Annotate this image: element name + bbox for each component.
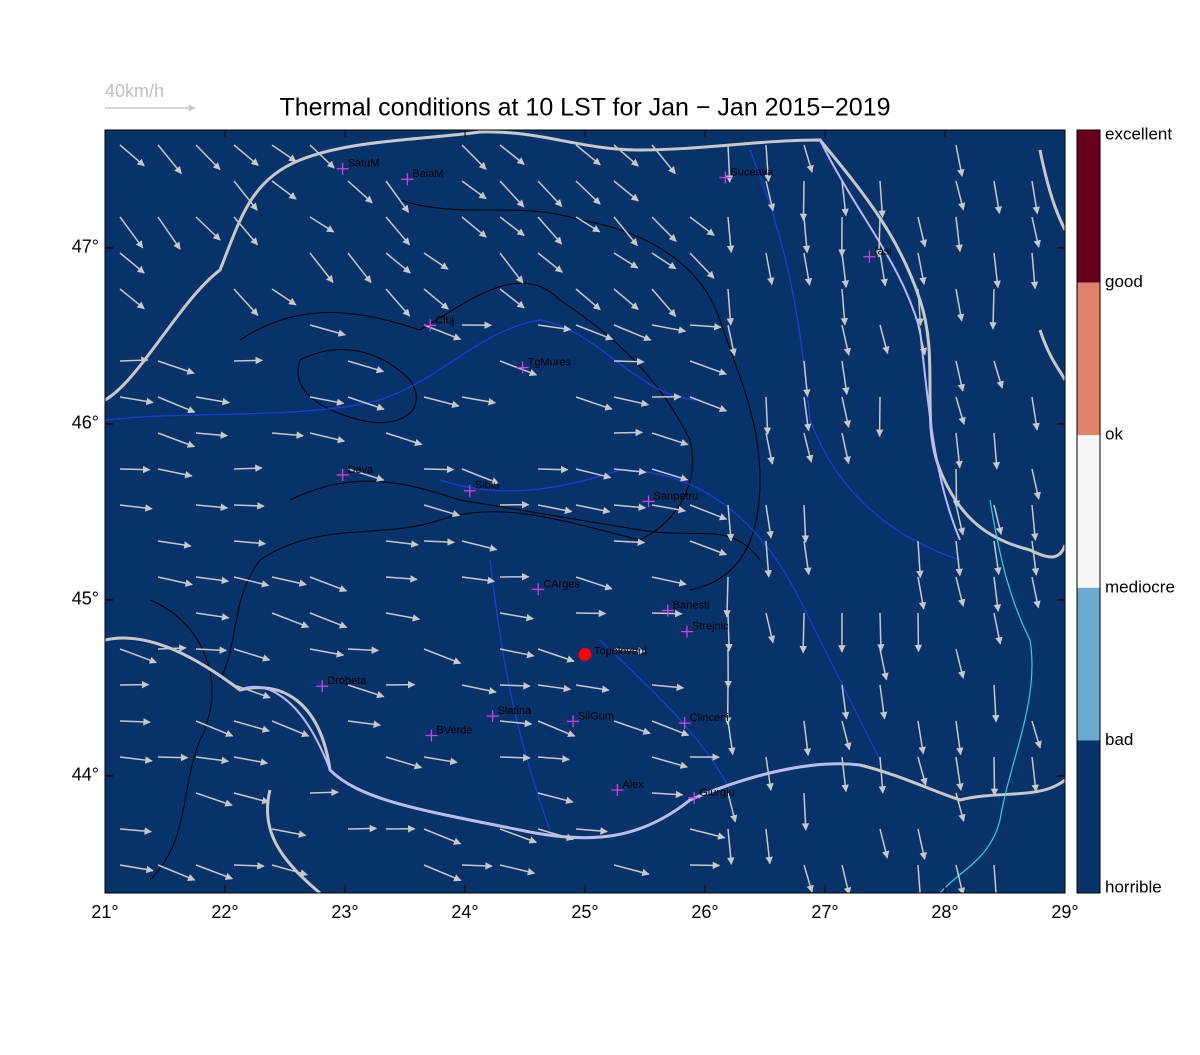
- colorbar-segment: [1077, 435, 1100, 588]
- city-label: Alex: [622, 779, 644, 791]
- wind-arrow: [120, 469, 150, 470]
- wind-arrow: [614, 432, 642, 433]
- x-tick-label: 28°: [931, 902, 958, 922]
- colorbar-segment: [1077, 130, 1100, 283]
- colorbar-label: excellent: [1105, 124, 1172, 143]
- city-label: BaiaM: [412, 168, 443, 180]
- wind-arrow: [803, 613, 804, 653]
- site-marker: [579, 648, 592, 661]
- wind-arrow: [158, 757, 188, 758]
- wind-arrow: [424, 469, 454, 470]
- colorbar: excellent good ok mediocre bad horrible: [1077, 124, 1175, 896]
- city-label: BVerde: [436, 724, 472, 736]
- city-label: Banesti: [673, 599, 710, 611]
- reference-arrow-label: 40km/h: [105, 81, 164, 101]
- colorbar-segment: [1077, 740, 1100, 893]
- y-tick-label: 47°: [72, 237, 99, 257]
- city-label: SatuM: [348, 158, 380, 170]
- wind-arrow: [120, 360, 148, 361]
- city-label: CArges: [543, 578, 580, 590]
- x-tick-label: 22°: [211, 902, 238, 922]
- wind-arrow: [614, 361, 644, 362]
- wind-arrow: [538, 469, 568, 470]
- city-label: Iasi: [874, 246, 891, 258]
- city-label: Strejnic: [692, 621, 729, 633]
- colorbar-segment: [1077, 588, 1100, 741]
- city-label: Suceava: [730, 166, 774, 178]
- colorbar-label: mediocre: [1105, 577, 1175, 596]
- wind-arrow: [994, 757, 995, 795]
- wind-arrow: [348, 828, 376, 829]
- wind-arrow: [803, 181, 804, 220]
- y-tick-label: 45°: [72, 589, 99, 609]
- city-label: SilGum: [578, 710, 614, 722]
- x-tick-label: 25°: [571, 902, 598, 922]
- colorbar-label: good: [1105, 272, 1143, 291]
- city-label: Drobeta: [327, 675, 367, 687]
- city-label: Giurgiu: [699, 787, 734, 799]
- x-tick-label: 21°: [91, 902, 118, 922]
- x-tick-label: 23°: [331, 902, 358, 922]
- x-tick-label: 29°: [1051, 902, 1078, 922]
- city-label: Slatina: [498, 705, 533, 717]
- x-tick-label: 27°: [811, 902, 838, 922]
- city-label: Sanpetru: [654, 490, 699, 502]
- wind-arrow: [234, 360, 262, 361]
- colorbar-label: bad: [1105, 730, 1133, 749]
- city-label: TgMures: [528, 357, 572, 369]
- colorbar-label: horrible: [1105, 877, 1162, 896]
- wind-arrow: [956, 469, 957, 507]
- wind-arrow: [500, 757, 530, 758]
- x-tick-label: 24°: [451, 902, 478, 922]
- colorbar-label: ok: [1105, 425, 1123, 444]
- map-background: [105, 130, 1065, 893]
- wind-arrow: [652, 613, 682, 614]
- wind-arrow: [310, 792, 338, 793]
- wind-arrow: [234, 468, 262, 469]
- site-label: Topoloveni: [594, 645, 647, 657]
- wind-arrow: [880, 613, 881, 651]
- y-tick-label: 44°: [72, 765, 99, 785]
- city-label: Deva: [348, 464, 375, 476]
- city-label: Clinceni: [690, 712, 729, 724]
- y-tick-label: 46°: [72, 413, 99, 433]
- city-label: Cluj: [435, 314, 454, 326]
- city-label: Sibiu: [475, 480, 499, 492]
- colorbar-segment: [1077, 283, 1100, 436]
- map-title: Thermal conditions at 10 LST for Jan − J…: [279, 94, 890, 122]
- x-tick-label: 26°: [691, 902, 718, 922]
